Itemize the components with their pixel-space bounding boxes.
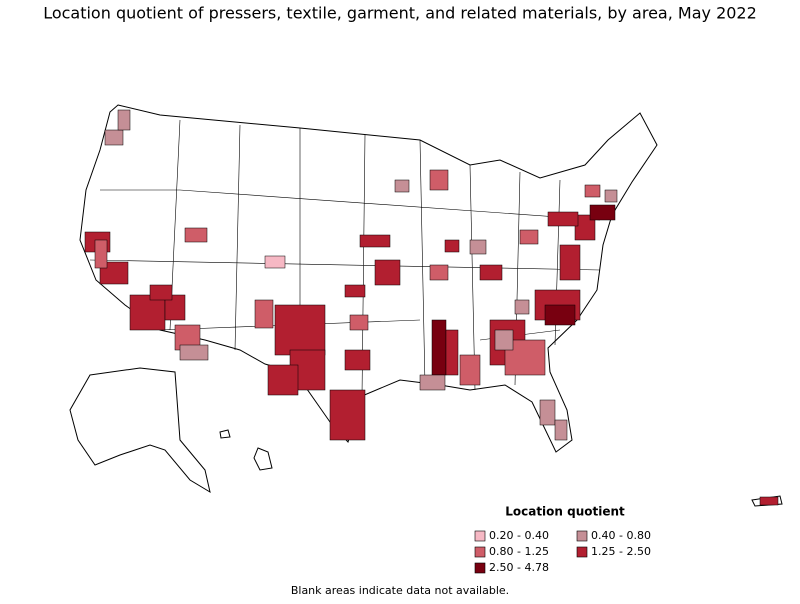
footnote: Blank areas indicate data not available. <box>291 584 509 597</box>
map-area <box>419 374 446 391</box>
legend: 0.20 - 0.40 0.40 - 0.80 0.80 - 1.25 1.25 - … <box>474 529 651 574</box>
colored-areas <box>84 109 779 506</box>
map-area <box>267 364 299 396</box>
map-area <box>344 349 371 371</box>
map-area <box>584 184 601 198</box>
legend-swatch <box>576 530 588 542</box>
legend-label: 0.40 - 0.80 <box>591 529 651 542</box>
map-area <box>349 314 369 331</box>
map-area <box>469 239 487 255</box>
legend-label: 1.25 - 2.50 <box>591 545 651 558</box>
map-area <box>759 496 779 506</box>
hawaii <box>253 447 273 471</box>
map-area <box>164 294 186 321</box>
map-area <box>117 109 131 131</box>
map-area <box>604 189 618 203</box>
map-area <box>329 389 366 441</box>
map-area <box>431 319 447 376</box>
map-area <box>394 179 410 193</box>
map-area <box>429 264 449 281</box>
map-area <box>479 264 503 281</box>
map-area <box>94 239 108 269</box>
legend-label: 0.80 - 1.25 <box>489 545 549 558</box>
map-area <box>359 234 391 248</box>
map-area <box>589 204 616 221</box>
legend-swatch <box>474 530 486 542</box>
map-area <box>514 299 530 315</box>
legend-title: Location quotient <box>505 505 625 519</box>
map-area <box>539 399 556 426</box>
map-area <box>547 211 579 227</box>
hawaii <box>219 429 231 439</box>
alaska <box>69 367 211 494</box>
map-area <box>254 299 274 329</box>
map-area <box>179 344 209 361</box>
legend-swatch <box>576 546 588 558</box>
map-area <box>445 329 459 376</box>
map-area <box>544 304 576 326</box>
map-area <box>574 214 596 241</box>
map-area <box>459 354 481 386</box>
map-area <box>559 244 581 281</box>
map-area <box>429 169 449 191</box>
legend-swatch <box>474 546 486 558</box>
map-area <box>554 419 568 441</box>
map-area <box>519 229 539 245</box>
map-area <box>149 284 173 301</box>
map-area <box>494 329 514 351</box>
map-area <box>184 227 208 243</box>
map-area <box>274 304 326 356</box>
map-area <box>374 259 401 286</box>
map-area <box>344 284 366 298</box>
map-area <box>104 129 124 146</box>
map-title: Location quotient of pressers, textile, … <box>43 4 757 23</box>
legend-label: 0.20 - 0.40 <box>489 529 549 542</box>
legend-swatch <box>474 562 486 574</box>
map-area <box>264 255 286 269</box>
map-area <box>129 294 166 331</box>
map-area <box>444 239 460 253</box>
legend-label: 2.50 - 4.78 <box>489 561 549 574</box>
